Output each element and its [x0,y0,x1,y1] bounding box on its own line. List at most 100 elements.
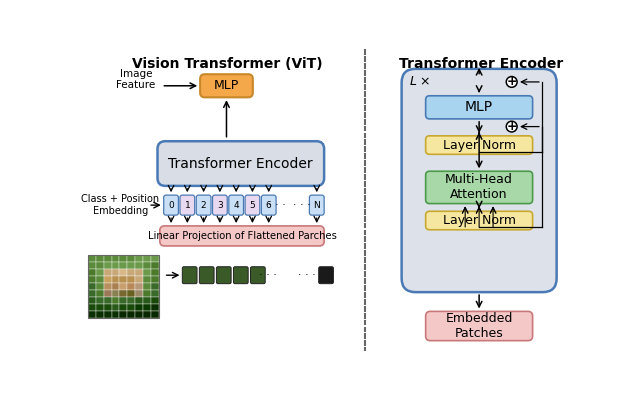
Bar [111,290,120,297]
Bar [120,297,127,304]
FancyBboxPatch shape [245,195,260,215]
Bar [143,290,151,297]
Bar [151,311,159,318]
Bar [95,297,104,304]
Bar [135,304,143,311]
Bar [111,262,120,269]
Bar [104,304,111,311]
FancyBboxPatch shape [180,195,195,215]
Bar [88,290,95,297]
Bar [104,311,111,318]
FancyBboxPatch shape [216,267,231,284]
FancyBboxPatch shape [402,69,557,292]
Bar [88,255,159,318]
Bar [143,276,151,283]
FancyBboxPatch shape [229,195,244,215]
Bar [151,262,159,269]
Circle shape [506,76,517,87]
Bar [151,283,159,290]
Bar [151,304,159,311]
Bar [135,297,143,304]
Bar [120,269,127,276]
Bar [95,311,104,318]
FancyBboxPatch shape [182,267,197,284]
Bar [111,255,120,262]
Bar [88,297,95,304]
Text: Image
Feature: Image Feature [116,69,156,90]
Bar [88,304,95,311]
Bar [120,283,127,290]
Bar [135,262,143,269]
Bar [127,269,135,276]
FancyBboxPatch shape [157,141,324,186]
Bar [104,269,111,276]
Bar [151,276,159,283]
Text: Vision Transformer (ViT): Vision Transformer (ViT) [132,56,323,71]
Bar [127,311,135,318]
Text: Linear Projection of Flattened Parches: Linear Projection of Flattened Parches [148,231,337,241]
Text: MLP: MLP [465,100,493,114]
FancyBboxPatch shape [234,267,248,284]
Bar [95,276,104,283]
Bar [127,283,135,290]
Text: $\mathit{L}$ ×: $\mathit{L}$ × [410,74,431,87]
Bar [111,269,120,276]
Bar [120,290,127,297]
Text: 6: 6 [266,201,271,210]
Bar [127,304,135,311]
Bar [135,290,143,297]
FancyBboxPatch shape [426,211,532,230]
Text: MLP: MLP [214,79,239,92]
Bar [111,304,120,311]
Text: 3: 3 [217,201,223,210]
Text: · · ·  · · ·: · · · · · · [268,200,310,210]
FancyBboxPatch shape [164,195,179,215]
Bar [95,304,104,311]
Bar [151,255,159,262]
Bar [95,255,104,262]
Text: · · ·      · · ·: · · · · · · [259,270,316,280]
Bar [151,290,159,297]
Bar [127,262,135,269]
Bar [111,297,120,304]
Text: 4: 4 [234,201,239,210]
Text: Layer Norm: Layer Norm [443,139,516,152]
Bar [88,283,95,290]
FancyBboxPatch shape [160,226,324,246]
Bar [95,283,104,290]
Bar [120,311,127,318]
Bar [104,290,111,297]
Bar [104,262,111,269]
Bar [135,255,143,262]
Text: 1: 1 [184,201,190,210]
FancyBboxPatch shape [261,195,276,215]
Bar [95,269,104,276]
Bar [143,304,151,311]
Bar [104,297,111,304]
FancyBboxPatch shape [196,195,211,215]
Bar [143,311,151,318]
Bar [127,297,135,304]
Text: 5: 5 [250,201,255,210]
Bar [135,269,143,276]
Bar [120,276,127,283]
Bar [120,262,127,269]
Bar [151,297,159,304]
Bar [95,262,104,269]
Bar [95,290,104,297]
Bar [111,311,120,318]
Bar [135,311,143,318]
FancyBboxPatch shape [426,136,532,154]
Bar [143,283,151,290]
Bar [135,283,143,290]
Text: +: + [506,120,517,133]
Bar [143,269,151,276]
FancyBboxPatch shape [200,74,253,97]
Bar [88,311,95,318]
Text: Embedded
Patches: Embedded Patches [445,312,513,340]
Text: +: + [506,75,517,88]
FancyBboxPatch shape [199,267,214,284]
FancyBboxPatch shape [212,195,227,215]
FancyBboxPatch shape [426,171,532,204]
FancyBboxPatch shape [319,267,333,284]
